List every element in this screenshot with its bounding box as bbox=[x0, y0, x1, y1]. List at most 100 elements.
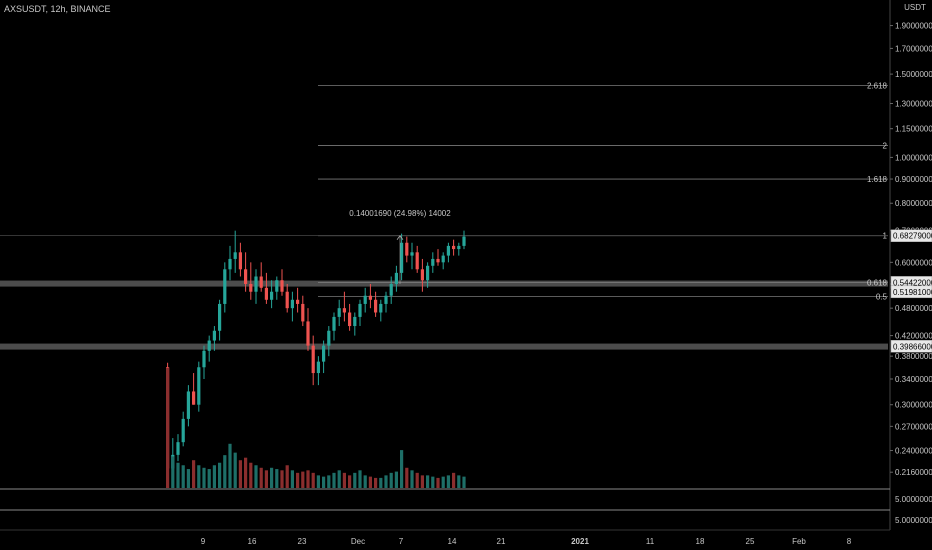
fib-level-label: 2 bbox=[883, 141, 888, 150]
candle-body bbox=[306, 321, 310, 346]
fib-level-label: 1 bbox=[883, 232, 888, 241]
candle-body bbox=[285, 291, 289, 309]
candle-body bbox=[202, 350, 206, 368]
candle-body bbox=[446, 245, 450, 256]
candle-body bbox=[316, 361, 320, 374]
time-tick-label: 18 bbox=[696, 537, 705, 546]
candle-body bbox=[275, 280, 279, 292]
volume-bar bbox=[358, 470, 362, 488]
volume-bar bbox=[405, 467, 409, 488]
price-tick-label: 0.21600000 bbox=[895, 468, 932, 477]
fib-level-label: 0.5 bbox=[876, 293, 888, 302]
volume-bar bbox=[327, 475, 331, 488]
candle-body bbox=[238, 252, 242, 270]
price-tag-label: 0.68279000 bbox=[893, 232, 932, 241]
volume-bar bbox=[166, 368, 170, 488]
volume-bar bbox=[446, 475, 450, 488]
candle-body bbox=[280, 280, 284, 292]
volume-bar bbox=[384, 475, 388, 488]
volume-bar bbox=[301, 471, 305, 488]
volume-bar bbox=[311, 472, 315, 488]
volume-bar bbox=[280, 470, 284, 488]
volume-bar bbox=[316, 475, 320, 488]
volume-bar bbox=[400, 450, 404, 488]
time-tick-label: 25 bbox=[746, 537, 755, 546]
time-tick-label: 16 bbox=[248, 537, 257, 546]
candle-body bbox=[311, 345, 315, 374]
measure-label: 0.14001690 (24.98%) 14002 bbox=[349, 209, 451, 218]
volume-bar bbox=[270, 467, 274, 488]
volume-bar bbox=[337, 470, 341, 488]
volume-bar bbox=[322, 476, 326, 488]
volume-bar bbox=[275, 469, 279, 488]
candle-body bbox=[254, 276, 258, 292]
volume-bar bbox=[394, 471, 398, 488]
volume-bar bbox=[431, 476, 435, 488]
candle-body bbox=[389, 283, 393, 296]
candle-body bbox=[431, 258, 435, 266]
volume-bar bbox=[420, 475, 424, 488]
candle-body bbox=[176, 442, 180, 455]
time-tick-label: 21 bbox=[497, 537, 506, 546]
time-tick-label: 9 bbox=[201, 537, 206, 546]
candle-body bbox=[270, 291, 274, 300]
volume-bar bbox=[233, 452, 237, 488]
volume-bar bbox=[410, 470, 414, 488]
volume-bar bbox=[254, 465, 258, 488]
volume-bar bbox=[457, 475, 461, 488]
candle-body bbox=[394, 272, 398, 284]
candle-body bbox=[457, 245, 461, 250]
candle-body bbox=[264, 287, 268, 300]
volume-bar bbox=[181, 465, 185, 488]
candle-body bbox=[259, 276, 263, 288]
time-tick-label: Dec bbox=[351, 537, 365, 546]
candle-body bbox=[332, 316, 336, 331]
candle-body bbox=[379, 303, 383, 313]
candle-body bbox=[415, 252, 419, 270]
axis-currency-label: USDT bbox=[904, 3, 926, 12]
volume-bar bbox=[259, 467, 263, 488]
candle-body bbox=[363, 295, 367, 304]
candle-body bbox=[192, 391, 196, 405]
volume-bar bbox=[452, 472, 456, 488]
volume-bar bbox=[306, 470, 310, 488]
volume-bar bbox=[223, 455, 227, 488]
volume-bar bbox=[218, 462, 222, 488]
volume-bar bbox=[296, 472, 300, 488]
price-tick-label: 1.50000000 bbox=[895, 70, 932, 79]
candle-body bbox=[400, 242, 404, 273]
volume-bar bbox=[244, 457, 248, 488]
candle-body bbox=[368, 295, 372, 300]
fib-level-label: 0.618 bbox=[867, 278, 888, 287]
time-tick-label: 7 bbox=[399, 537, 404, 546]
measure-arrow-icon bbox=[396, 235, 404, 240]
candle-body bbox=[342, 308, 346, 313]
volume-bar bbox=[441, 476, 445, 488]
time-tick-label: 2021 bbox=[571, 537, 589, 546]
price-tag bbox=[890, 229, 932, 242]
volume-bar bbox=[374, 477, 378, 488]
candle-body bbox=[207, 340, 211, 351]
volume-bar bbox=[197, 465, 201, 488]
candle-body bbox=[218, 303, 222, 331]
candle-body bbox=[374, 299, 378, 313]
price-tick-label: 1.15000000 bbox=[895, 125, 932, 134]
volume-bar bbox=[264, 470, 268, 488]
symbol-header: AXSUSDT, 12h, BINANCE bbox=[4, 4, 111, 14]
volume-bar bbox=[176, 462, 180, 488]
candle-body bbox=[322, 345, 326, 362]
candle-body bbox=[426, 265, 430, 281]
